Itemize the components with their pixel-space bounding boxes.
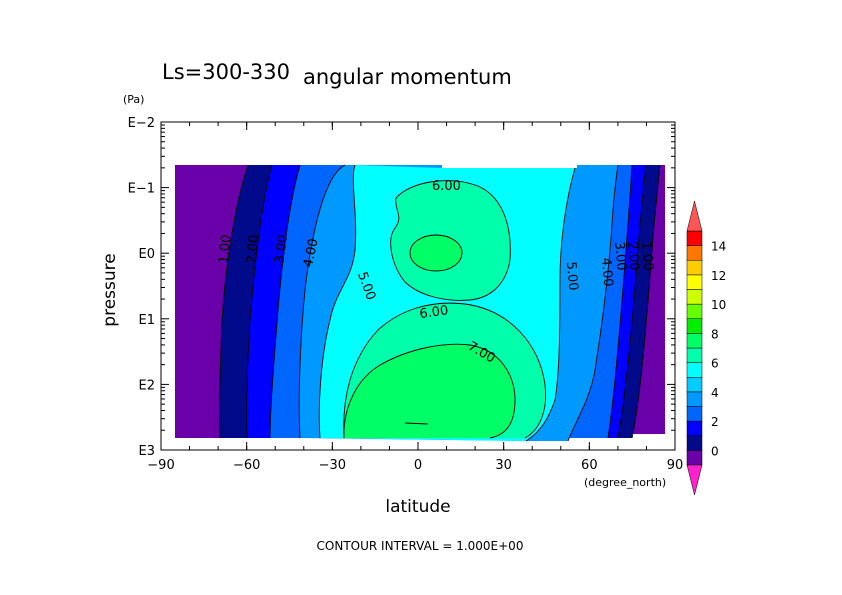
- colorbar-swatch: [686, 362, 703, 378]
- colorbar-swatch: [686, 377, 703, 393]
- y-tick-label: E1: [139, 313, 156, 328]
- x-tick-label: −30: [319, 458, 346, 473]
- subtitle-text: Ls=300-330: [162, 60, 290, 84]
- contour-label-11: 2.00: [624, 241, 641, 271]
- y-tick-label: E0: [139, 247, 156, 262]
- x-tick-label: 30: [495, 458, 512, 473]
- x-axis-ticks: −90 −60 −30 0 30 60 90: [147, 122, 683, 473]
- contour-label-3: 3.00: [272, 234, 291, 265]
- x-tick-label: 90: [667, 458, 684, 473]
- colorbar-swatch: [686, 245, 703, 261]
- colorbar-tick-label: 12: [711, 269, 726, 283]
- contour-label-1: 1.00: [216, 234, 234, 264]
- colorbar-swatch: [686, 318, 703, 334]
- colorbar-swatch: [686, 260, 703, 276]
- band-7-8-lower: [343, 344, 515, 438]
- colorbar-swatch: [686, 289, 703, 305]
- colorbar-swatch: [686, 406, 703, 422]
- colorbar-tick-label: 6: [711, 357, 719, 371]
- x-tick-label: −60: [233, 458, 260, 473]
- y-tick-label: E2: [139, 378, 156, 393]
- contour-label-6: 6.00: [432, 179, 461, 194]
- contour-label-13: 6.00: [419, 303, 450, 322]
- y-axis-label: pressure: [100, 253, 120, 326]
- contour-fills: [175, 165, 665, 441]
- colorbar-tick-label: 14: [711, 240, 726, 254]
- colorbar-tick-label: 0: [711, 444, 719, 458]
- chart-title: angular momentum: [303, 65, 512, 89]
- colorbar-swatch: [686, 333, 703, 349]
- y-axis-unit: (Pa): [123, 93, 144, 106]
- x-tick-label: −90: [147, 458, 174, 473]
- colorbar-swatch: [686, 391, 703, 407]
- contour-label-2: 2.00: [244, 234, 262, 264]
- contour-label-9: 4.00: [598, 257, 615, 287]
- colorbar-tick-label: 8: [711, 327, 719, 341]
- colorbar-tick-label: 10: [711, 298, 726, 312]
- colorbar-tick-label: 4: [711, 386, 719, 400]
- contour-label-12: 1.00: [638, 241, 655, 271]
- y-tick-label: E−2: [128, 116, 155, 131]
- x-axis-unit: (degree_north): [584, 476, 666, 489]
- y-axis-ticks: E−2 E−1 E0 E1 E2 E3: [128, 116, 675, 459]
- colorbar-swatch: [686, 347, 703, 363]
- colorbar-swatch: [686, 435, 703, 451]
- colorbar-swatch: [686, 274, 703, 290]
- x-axis-label: latitude: [385, 497, 450, 517]
- colorbar-swatch: [686, 450, 703, 466]
- y-tick-label: E−1: [128, 182, 155, 197]
- x-tick-label: 60: [581, 458, 598, 473]
- y-tick-label: E3: [139, 444, 156, 459]
- band-7-8-upper: [410, 235, 462, 271]
- colorbar-swatch: [686, 420, 703, 436]
- colorbar-tick-label: 2: [711, 415, 719, 429]
- colorbar: 0 2 4 6 8 10 12 14: [686, 200, 726, 496]
- contour-interval-caption: CONTOUR INTERVAL = 1.000E+00: [317, 539, 524, 553]
- contour-label-4: 4.00: [301, 237, 322, 268]
- colorbar-swatch: [686, 303, 703, 319]
- colorbar-bottom-arrow: [686, 464, 703, 496]
- colorbar-swatch: [686, 230, 703, 246]
- colorbar-top-arrow: [686, 200, 703, 232]
- top-white-gap: [442, 165, 577, 168]
- contour-lines: [219, 164, 661, 442]
- x-tick-label: 0: [414, 458, 422, 473]
- contour-label-10: 3.00: [611, 241, 628, 271]
- bottom-white-gap: [632, 434, 665, 440]
- contour-label-8: 5.00: [563, 261, 580, 291]
